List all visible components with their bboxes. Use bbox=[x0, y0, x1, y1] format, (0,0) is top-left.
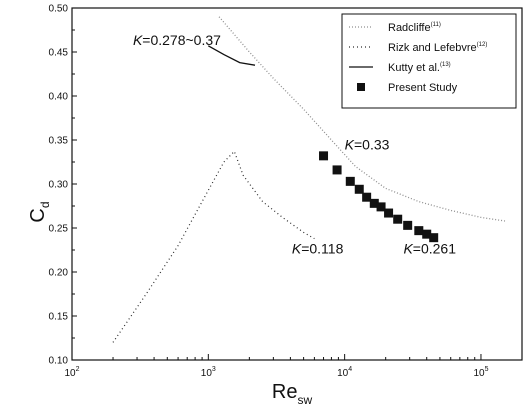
x-axis: 102 103 104 105 bbox=[64, 354, 523, 379]
legend-label: Present Study bbox=[388, 82, 458, 94]
legend-item-kutty-et-al: Kutty et al.(13) bbox=[349, 62, 451, 74]
y-tick-label: 0.30 bbox=[49, 180, 69, 191]
annotation-layer: K=0.278~0.37 K=0.33 K=0.118 K=0.261 bbox=[133, 32, 456, 257]
annotation-k4: K=0.261 bbox=[403, 241, 456, 257]
data-point bbox=[376, 202, 386, 212]
x-tick-label: 103 bbox=[201, 366, 216, 379]
data-point bbox=[384, 208, 394, 218]
plot-area: 0.10 0.15 0.20 0.25 0.30 0.35 0.40 0.45 0.50 102… bbox=[49, 4, 523, 379]
data-point bbox=[362, 192, 372, 202]
legend-label: Radcliffe(11) bbox=[388, 22, 441, 34]
data-point bbox=[319, 151, 329, 161]
x-tick-label: 102 bbox=[64, 366, 79, 379]
legend-label: Rizk and Lefebvre(12) bbox=[388, 42, 487, 54]
data-point bbox=[332, 165, 342, 175]
y-tick-label: 0.40 bbox=[49, 92, 69, 103]
y-tick-label: 0.20 bbox=[49, 268, 69, 279]
x-axis-title: Resw bbox=[272, 381, 313, 407]
y-tick-label: 0.10 bbox=[49, 356, 69, 367]
annotation-k1: K=0.278~0.37 bbox=[133, 32, 221, 48]
x-tick-label: 105 bbox=[473, 366, 488, 379]
x-tick-label: 104 bbox=[337, 366, 352, 379]
y-axis-title: Cd bbox=[27, 201, 52, 222]
series-present-study bbox=[319, 151, 439, 243]
legend-item-present-study: Present Study bbox=[357, 82, 458, 94]
y-tick-label: 0.35 bbox=[49, 136, 69, 147]
series-radcliffe-line bbox=[218, 16, 506, 222]
data-point bbox=[429, 233, 439, 243]
data-point bbox=[354, 184, 364, 194]
annotation-k2: K=0.33 bbox=[345, 137, 390, 153]
y-tick-label: 0.25 bbox=[49, 224, 69, 235]
data-point bbox=[403, 220, 413, 230]
y-tick-label: 0.45 bbox=[49, 48, 69, 59]
annotation-k3: K=0.118 bbox=[292, 241, 344, 257]
data-point bbox=[345, 176, 355, 186]
data-point bbox=[414, 226, 424, 236]
y-tick-label: 0.15 bbox=[49, 312, 69, 323]
legend-box bbox=[341, 13, 517, 109]
series-layer bbox=[112, 16, 506, 343]
legend-item-radcliffe: Radcliffe(11) bbox=[349, 22, 441, 34]
y-axis: 0.10 0.15 0.20 0.25 0.30 0.35 0.40 0.45 0.50 bbox=[49, 4, 77, 367]
legend-marker bbox=[357, 83, 365, 91]
legend-label: Kutty et al.(13) bbox=[388, 62, 451, 74]
legend: Radcliffe(11) Rizk and Lefebvre(12) Kutty … bbox=[341, 13, 517, 109]
legend-item-rizk-and-lefebvre: Rizk and Lefebvre(12) bbox=[349, 42, 487, 54]
data-point bbox=[422, 229, 432, 239]
series-kutty-et-al-line bbox=[207, 45, 256, 66]
y-tick-label: 0.50 bbox=[49, 4, 69, 15]
series-rizk-and-lefebvre-line bbox=[112, 150, 315, 343]
data-point bbox=[369, 198, 379, 208]
data-point bbox=[393, 214, 403, 224]
